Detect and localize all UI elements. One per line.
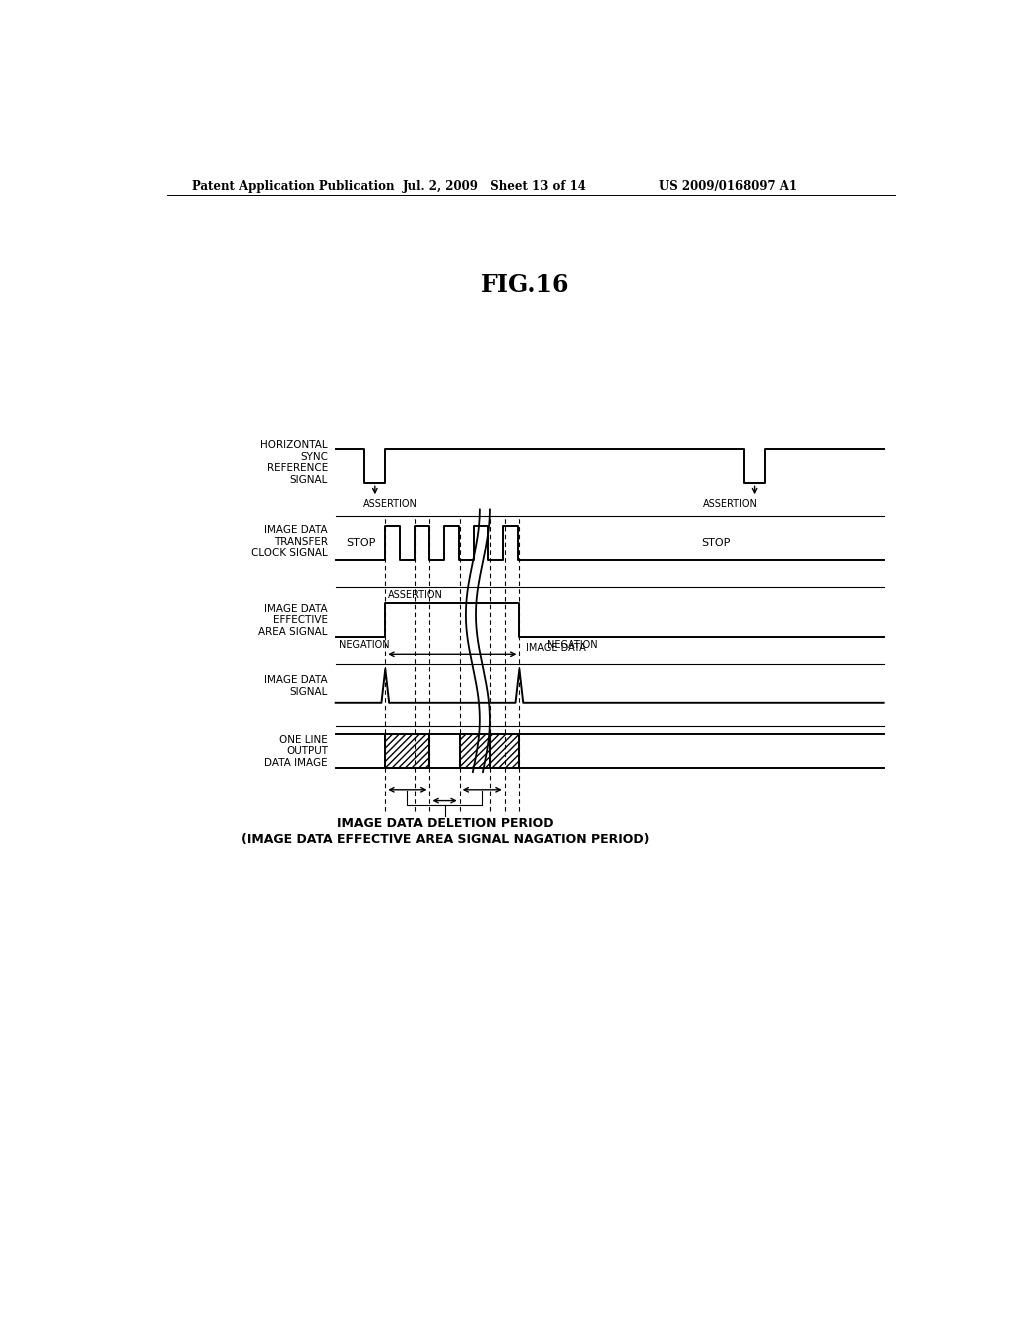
Bar	[460, 734, 489, 768]
Text: IMAGE DATA DELETION PERIOD: IMAGE DATA DELETION PERIOD	[337, 817, 553, 830]
Text: ASSERTION: ASSERTION	[362, 499, 418, 508]
Text: IMAGE DATA
SIGNAL: IMAGE DATA SIGNAL	[264, 675, 328, 697]
Text: STOP: STOP	[346, 539, 375, 548]
Text: ASSERTION: ASSERTION	[388, 590, 443, 601]
Text: HORIZONTAL
SYNC
REFERENCE
SIGNAL: HORIZONTAL SYNC REFERENCE SIGNAL	[260, 440, 328, 484]
Text: Jul. 2, 2009   Sheet 13 of 14: Jul. 2, 2009 Sheet 13 of 14	[403, 180, 587, 193]
Text: NEGATION: NEGATION	[547, 640, 597, 649]
Bar	[385, 734, 429, 768]
Text: ONE LINE
OUTPUT
DATA IMAGE: ONE LINE OUTPUT DATA IMAGE	[264, 735, 328, 768]
Text: Patent Application Publication: Patent Application Publication	[191, 180, 394, 193]
Text: STOP: STOP	[701, 539, 731, 548]
Text: FIG.16: FIG.16	[480, 273, 569, 297]
Bar	[489, 734, 519, 768]
Text: ASSERTION: ASSERTION	[703, 499, 758, 508]
Text: IMAGE DATA
TRANSFER
CLOCK SIGNAL: IMAGE DATA TRANSFER CLOCK SIGNAL	[251, 525, 328, 558]
Text: NEGATION: NEGATION	[339, 640, 389, 649]
Text: (IMAGE DATA EFFECTIVE AREA SIGNAL NAGATION PERIOD): (IMAGE DATA EFFECTIVE AREA SIGNAL NAGATI…	[241, 833, 649, 846]
Text: IMAGE DATA: IMAGE DATA	[525, 643, 586, 653]
Text: US 2009/0168097 A1: US 2009/0168097 A1	[658, 180, 797, 193]
Text: IMAGE DATA
EFFECTIVE
AREA SIGNAL: IMAGE DATA EFFECTIVE AREA SIGNAL	[258, 603, 328, 638]
